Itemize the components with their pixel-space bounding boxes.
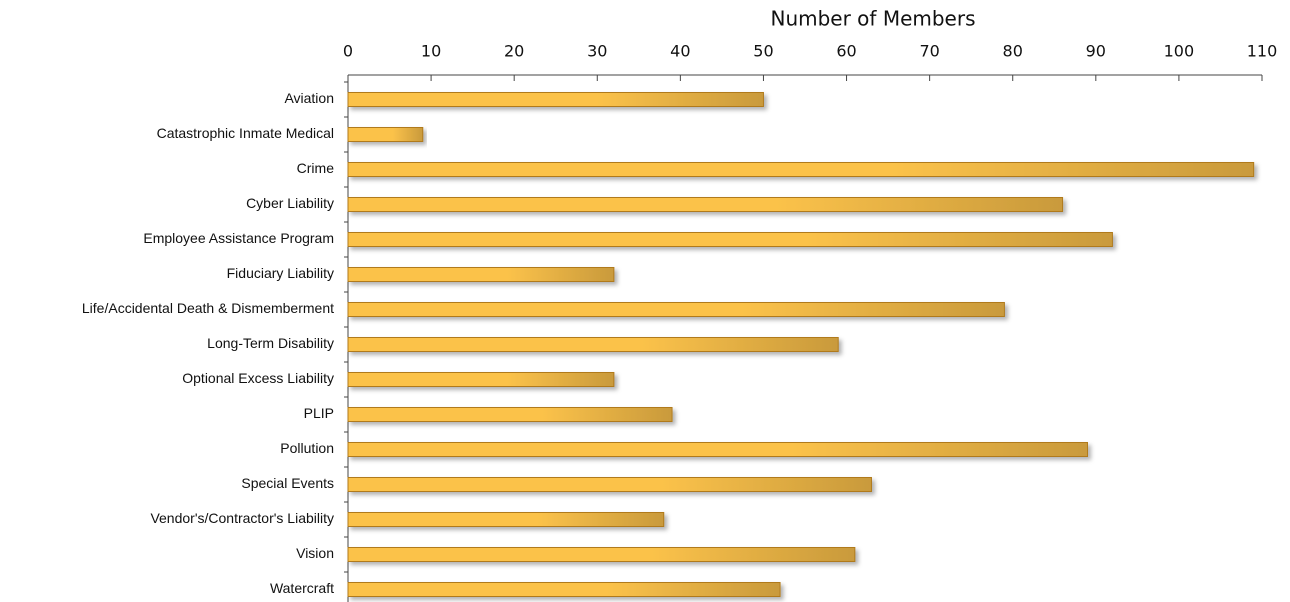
y-tick-label: Crime	[297, 160, 335, 176]
x-tick-label: 30	[587, 42, 607, 61]
y-tick-label: Cyber Liability	[246, 195, 334, 211]
bar	[348, 373, 614, 387]
y-tick-label: Aviation	[284, 90, 334, 106]
bar	[348, 478, 871, 492]
x-tick-label: 10	[421, 42, 441, 61]
bar	[348, 443, 1088, 457]
bar	[348, 93, 763, 107]
y-tick-label: Optional Excess Liability	[182, 370, 334, 386]
bar	[348, 163, 1254, 177]
bar	[348, 198, 1063, 212]
x-tick-label: 0	[343, 42, 353, 61]
y-tick-label: Vendor's/Contractor's Liability	[150, 510, 334, 526]
x-tick-label: 100	[1164, 42, 1195, 61]
x-tick-label: 80	[1003, 42, 1023, 61]
x-tick-label: 110	[1247, 42, 1278, 61]
y-tick-label: Employee Assistance Program	[143, 230, 334, 246]
bar	[348, 338, 838, 352]
bar	[348, 233, 1112, 247]
y-tick-label: Special Events	[241, 475, 334, 491]
x-tick-label: 20	[504, 42, 524, 61]
y-tick-label: Fiduciary Liability	[227, 265, 334, 281]
x-tick-label: 60	[836, 42, 856, 61]
bar	[348, 303, 1004, 317]
chart: Number of Members 0 10 20 30 40 50 60 70 80 90 100…	[0, 0, 1290, 602]
y-tick-label: PLIP	[304, 405, 334, 421]
x-tick-label: 40	[670, 42, 690, 61]
y-tick-label: Long-Term Disability	[207, 335, 334, 351]
bar	[348, 513, 664, 527]
bar	[348, 268, 614, 282]
axis-title: Number of Members	[770, 7, 975, 31]
bar	[348, 548, 855, 562]
bar	[348, 128, 423, 142]
y-tick-label: Pollution	[280, 440, 334, 456]
x-tick-label: 70	[919, 42, 939, 61]
y-tick-label: Catastrophic Inmate Medical	[157, 125, 334, 141]
y-tick-label: Vision	[296, 545, 334, 561]
page: {"chart_data": {"type": "bar", "orientat…	[0, 0, 1290, 602]
x-tick-label: 50	[753, 42, 773, 61]
y-tick-label: Life/Accidental Death & Dismemberment	[82, 300, 334, 316]
bar	[348, 408, 672, 422]
x-tick-label: 90	[1086, 42, 1106, 61]
bar	[348, 583, 780, 597]
y-tick-label: Watercraft	[270, 580, 334, 596]
